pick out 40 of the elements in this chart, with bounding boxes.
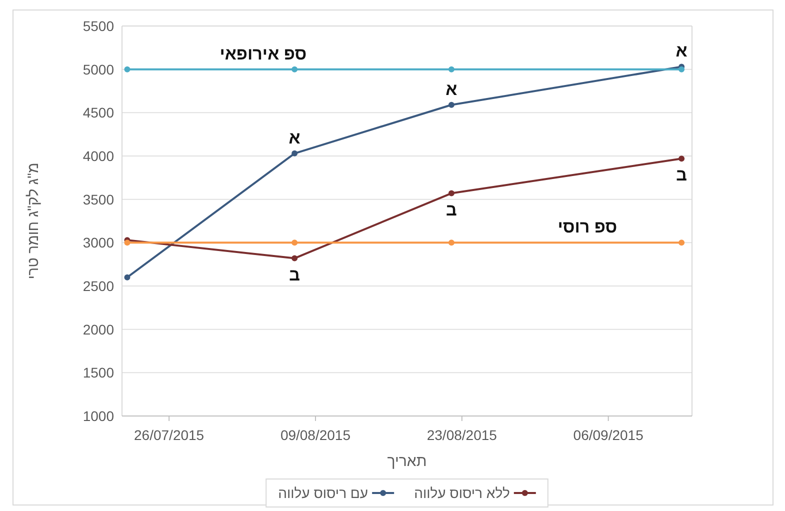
y-tick-label: 1500 xyxy=(82,364,114,381)
annotation: א xyxy=(676,42,688,61)
annotation: ספ אירופאי xyxy=(220,44,307,64)
y-tick-label: 4000 xyxy=(82,148,114,164)
point xyxy=(292,255,298,262)
annotation: ב xyxy=(289,265,300,284)
x-tick-label: 26/07/2015 xyxy=(134,427,204,443)
point xyxy=(124,274,130,280)
y-axis-title: מ"ג לק"ג חומר טרי xyxy=(25,162,42,280)
y-tick-label: 3500 xyxy=(82,191,114,208)
point xyxy=(448,102,454,108)
x-axis-title: תאריך xyxy=(387,453,427,470)
point xyxy=(292,66,298,72)
point xyxy=(124,66,130,72)
point xyxy=(678,66,685,72)
legend-label: ללא ריסוס עלווה xyxy=(414,485,510,501)
point xyxy=(448,66,454,72)
point xyxy=(448,240,454,246)
y-tick-label: 1000 xyxy=(82,408,114,424)
annotation: ב xyxy=(676,166,688,185)
point xyxy=(292,240,298,246)
annotation: א xyxy=(288,128,301,148)
point xyxy=(124,240,130,246)
point xyxy=(678,156,685,162)
y-tick-label: 3000 xyxy=(82,234,114,251)
y-tick-label: 4500 xyxy=(82,104,114,121)
y-tick-label: 5000 xyxy=(82,61,114,78)
y-tick-label: 2000 xyxy=(82,321,114,338)
legend-label: עם ריסוס עלווה xyxy=(278,485,368,501)
x-tick-label: 09/08/2015 xyxy=(280,427,351,443)
y-tick-label: 2500 xyxy=(82,278,114,294)
point xyxy=(292,150,298,156)
annotation: ב xyxy=(446,200,458,220)
point xyxy=(448,190,454,196)
annotation: א xyxy=(446,80,458,99)
annotation: ספ רוסי xyxy=(558,218,618,237)
point xyxy=(678,240,685,246)
x-tick-label: 23/08/2015 xyxy=(426,427,498,443)
x-tick-label: 06/09/2015 xyxy=(573,427,644,443)
y-tick-label: 5500 xyxy=(82,18,114,34)
